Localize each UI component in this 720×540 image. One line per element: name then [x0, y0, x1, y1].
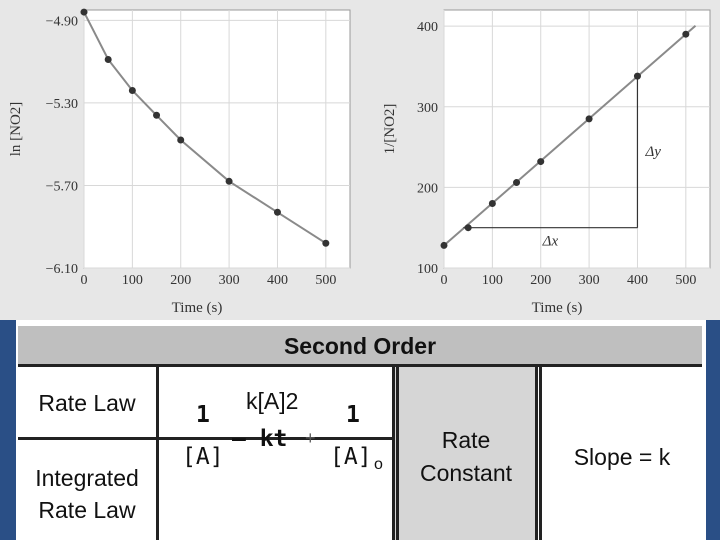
eq-subscript-0: o — [374, 456, 383, 473]
rate-law-text: k[A]2 — [246, 388, 299, 414]
x-tick-label: 500 — [675, 273, 696, 288]
slope-equals-k: Slope = k — [573, 444, 671, 470]
data-point — [513, 179, 521, 187]
x-axis-label: Time (s) — [532, 300, 583, 316]
plot-area — [83, 9, 351, 269]
series-line — [83, 11, 327, 245]
data-point — [633, 72, 641, 80]
rate-law-label: Rate Law — [38, 390, 136, 416]
rate-law-expression: k[A]2 — [246, 388, 298, 415]
data-point — [537, 158, 545, 166]
row-divider — [18, 437, 392, 440]
data-point — [440, 241, 448, 249]
x-tick-label: 400 — [267, 273, 288, 288]
x-tick-label: 400 — [627, 273, 648, 288]
eq-numerator-1: 1 — [196, 402, 210, 428]
column-divider — [535, 367, 538, 540]
y-tick-label: 400 — [417, 20, 438, 35]
column-divider — [396, 367, 399, 540]
series-line — [440, 24, 697, 249]
y-tick-label: 200 — [417, 181, 438, 196]
x-tick-label: 300 — [579, 273, 600, 288]
y-tick-label: 300 — [417, 101, 438, 116]
y-tick-label: −4.90 — [46, 14, 78, 29]
y-tick-label: −5.70 — [46, 179, 78, 194]
column-divider — [539, 367, 542, 540]
data-point — [488, 200, 496, 207]
data-point — [585, 115, 593, 123]
y-tick-label: 100 — [417, 262, 438, 277]
left-edge-bar — [0, 320, 16, 540]
data-point — [153, 111, 161, 119]
y-tick-label: −6.10 — [46, 262, 78, 277]
rate-constant-line2: Constant — [419, 460, 513, 486]
data-point — [322, 239, 330, 247]
delta-y-annotation: Δy — [644, 144, 661, 160]
column-divider — [392, 367, 395, 540]
data-point — [273, 208, 281, 216]
integrated-rate-law-label-line2: Rate Law — [38, 497, 136, 523]
data-point — [682, 30, 690, 38]
table-header-title: Second Order — [283, 333, 437, 359]
data-point — [177, 136, 185, 144]
column-divider — [156, 367, 159, 540]
rate-constant-line1: Rate — [441, 427, 491, 453]
delta-x-annotation: Δx — [542, 234, 559, 250]
x-tick-label: 500 — [315, 273, 336, 288]
charts-svg: 0 100 200 300 400 500−4.90−5.30−5.70−6.10Time… — [8, 8, 711, 316]
y-axis-label: 1/[NO2] — [382, 104, 398, 155]
y-axis-label: ln [NO2] — [8, 102, 24, 157]
x-tick-label: 100 — [482, 273, 503, 288]
data-point — [464, 224, 472, 232]
x-tick-label: 0 — [441, 273, 448, 288]
integrated-rate-law-label-line1: Integrated — [35, 465, 139, 491]
x-axis-label: Time (s) — [172, 300, 223, 316]
y-tick-label: −5.30 — [46, 97, 78, 112]
table-header: Second Order — [18, 326, 702, 367]
x-tick-label: 100 — [122, 273, 143, 288]
x-tick-label: 300 — [219, 273, 240, 288]
eq-denominator-a: [A] — [182, 444, 224, 470]
data-point — [225, 177, 233, 185]
eq-minus-kt: — kt — [232, 426, 288, 452]
eq-denominator-a0: [A] — [330, 444, 372, 470]
eq-plus: + — [305, 428, 316, 448]
x-tick-label: 200 — [170, 273, 191, 288]
data-point — [104, 56, 112, 64]
right-edge-bar — [706, 320, 720, 540]
x-tick-label: 200 — [530, 273, 551, 288]
x-tick-label: 0 — [81, 273, 88, 288]
rate-constant-cell-bg — [392, 367, 536, 540]
charts-area: 0 100 200 300 400 500 −4.90 −5.30 −5.70 −6.10 Time… — [0, 0, 720, 320]
data-point — [128, 86, 136, 94]
data-point — [80, 8, 88, 16]
eq-numerator-2: 1 — [346, 402, 360, 428]
